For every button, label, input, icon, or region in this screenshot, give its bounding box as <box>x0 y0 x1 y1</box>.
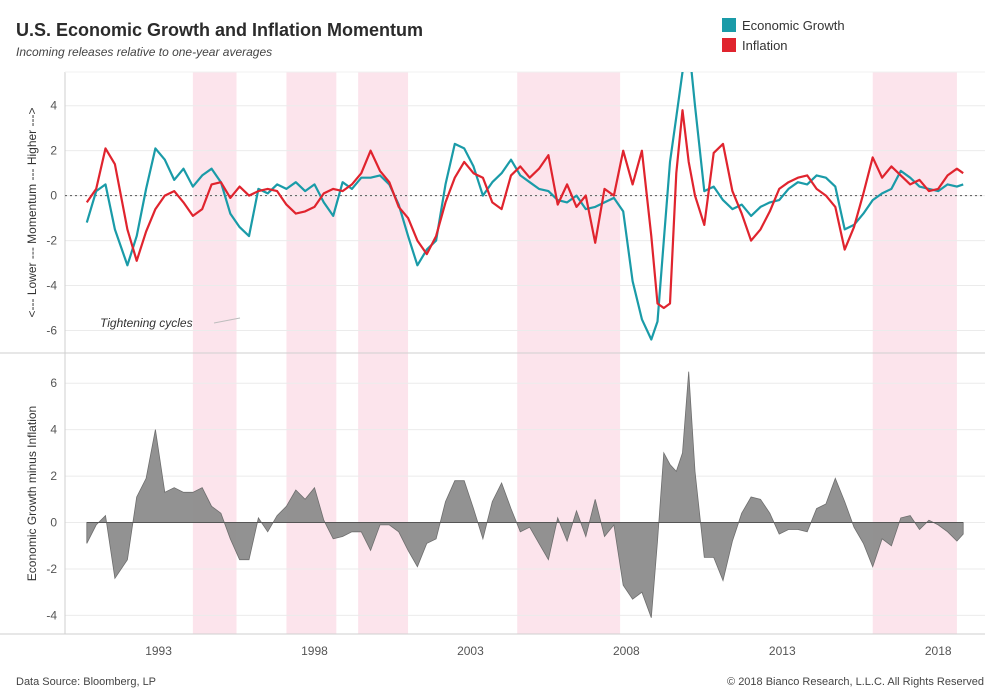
y-axis-title-bottom: Economic Growth minus Inflation <box>25 406 39 581</box>
y-tick-label: 4 <box>50 423 57 437</box>
legend-swatch-growth <box>722 18 736 32</box>
y-tick-label: -2 <box>46 234 57 248</box>
y-tick-label: 6 <box>50 376 57 390</box>
copyright: © 2018 Bianco Research, L.L.C. All Right… <box>727 676 984 688</box>
x-tick-label: 1993 <box>145 644 172 658</box>
economic-growth-line <box>85 72 964 341</box>
y-tick-label: -6 <box>46 324 57 338</box>
legend-item-inflation[interactable]: Inflation <box>722 35 845 55</box>
x-tick-label: 2013 <box>769 644 796 658</box>
x-tick-label: 2008 <box>613 644 640 658</box>
y-tick-label: 2 <box>50 469 57 483</box>
y-tick-label: 4 <box>50 99 57 113</box>
data-source: Data Source: Bloomberg, LP <box>16 676 157 688</box>
difference-area <box>86 371 964 618</box>
annotation-pointer <box>213 317 241 324</box>
y-tick-label: -4 <box>46 608 57 622</box>
chart-title: U.S. Economic Growth and Inflation Momen… <box>16 20 424 40</box>
y-tick-label: 0 <box>50 189 57 203</box>
y-tick-label: -2 <box>46 562 57 576</box>
legend-label-inflation: Inflation <box>742 37 788 53</box>
tightening-cycles-annotation: Tightening cycles <box>100 316 193 330</box>
x-tick-label: 2018 <box>925 644 952 658</box>
legend-item-growth[interactable]: Economic Growth <box>722 15 845 35</box>
x-tick-label: 2003 <box>457 644 484 658</box>
y-tick-label: -4 <box>46 279 57 293</box>
inflation-line <box>85 109 964 310</box>
x-tick-label: 1998 <box>301 644 328 658</box>
legend-label-growth: Economic Growth <box>742 17 845 33</box>
legend: Economic Growth Inflation <box>722 15 845 55</box>
y-axis-title-top: <--- Lower --- Momentum --- Higher ---> <box>25 107 39 317</box>
y-tick-label: 0 <box>50 516 57 530</box>
y-tick-label: 2 <box>50 144 57 158</box>
legend-swatch-inflation <box>722 38 736 52</box>
chart-subtitle: Incoming releases relative to one-year a… <box>16 45 273 59</box>
